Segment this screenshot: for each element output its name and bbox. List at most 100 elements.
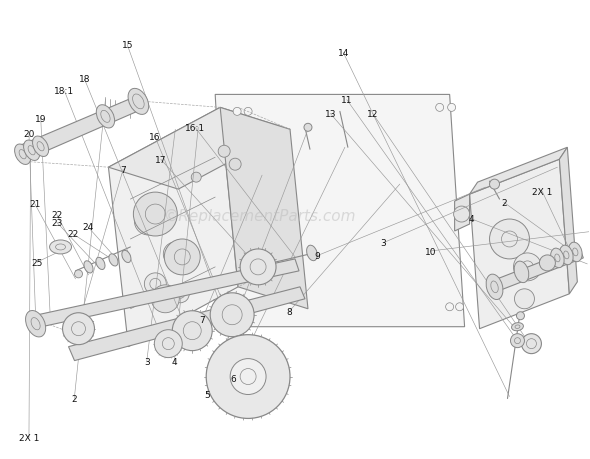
- Polygon shape: [490, 247, 584, 293]
- Circle shape: [490, 180, 500, 190]
- Text: ©ReplacementParts.com: ©ReplacementParts.com: [163, 208, 356, 223]
- Circle shape: [233, 108, 241, 116]
- Polygon shape: [109, 108, 238, 347]
- Circle shape: [164, 240, 200, 275]
- Text: 25: 25: [31, 258, 43, 267]
- Ellipse shape: [24, 141, 40, 161]
- Ellipse shape: [512, 323, 523, 331]
- Polygon shape: [470, 148, 568, 195]
- Text: 22: 22: [51, 210, 62, 219]
- Circle shape: [229, 159, 241, 171]
- Circle shape: [172, 311, 212, 351]
- Ellipse shape: [96, 106, 114, 129]
- Text: 2: 2: [71, 394, 77, 403]
- Text: 9: 9: [314, 252, 320, 261]
- Circle shape: [539, 255, 555, 271]
- Circle shape: [445, 303, 454, 311]
- Circle shape: [206, 335, 290, 419]
- Text: 4: 4: [469, 215, 474, 224]
- Circle shape: [522, 334, 542, 354]
- Text: 3: 3: [144, 358, 149, 367]
- Circle shape: [514, 289, 535, 309]
- Ellipse shape: [128, 89, 149, 115]
- Text: 16: 16: [149, 133, 160, 141]
- Circle shape: [448, 104, 455, 112]
- Polygon shape: [455, 195, 470, 231]
- Ellipse shape: [25, 311, 45, 337]
- Text: 15: 15: [122, 41, 133, 50]
- Text: 7: 7: [199, 316, 205, 325]
- Ellipse shape: [514, 262, 529, 283]
- Text: 16:1: 16:1: [185, 123, 205, 132]
- Text: 21: 21: [29, 200, 41, 209]
- Circle shape: [304, 124, 312, 132]
- Text: 2X 1: 2X 1: [532, 187, 552, 196]
- Ellipse shape: [550, 249, 564, 268]
- Text: 11: 11: [341, 96, 353, 105]
- Ellipse shape: [50, 241, 71, 254]
- Text: 8: 8: [286, 308, 292, 316]
- Circle shape: [510, 334, 525, 348]
- Text: 5: 5: [204, 390, 209, 399]
- Ellipse shape: [569, 243, 582, 262]
- Circle shape: [218, 146, 230, 158]
- Circle shape: [230, 359, 266, 395]
- Circle shape: [63, 313, 94, 345]
- Text: 14: 14: [337, 49, 349, 58]
- Circle shape: [152, 285, 179, 313]
- Polygon shape: [559, 148, 578, 294]
- Polygon shape: [16, 95, 146, 162]
- Circle shape: [435, 104, 444, 112]
- Text: 18: 18: [78, 75, 90, 84]
- Circle shape: [163, 242, 187, 266]
- Ellipse shape: [96, 257, 105, 270]
- Polygon shape: [215, 95, 464, 327]
- Text: 18:1: 18:1: [54, 87, 74, 96]
- Ellipse shape: [559, 246, 573, 265]
- Ellipse shape: [307, 246, 317, 261]
- Text: 7: 7: [120, 166, 126, 174]
- Ellipse shape: [84, 261, 93, 274]
- Circle shape: [244, 108, 252, 116]
- Text: 23: 23: [51, 218, 63, 227]
- Polygon shape: [29, 259, 299, 329]
- Circle shape: [191, 173, 201, 183]
- Circle shape: [516, 312, 525, 320]
- Circle shape: [234, 313, 242, 321]
- Polygon shape: [109, 108, 290, 190]
- Circle shape: [145, 273, 166, 295]
- Text: 6: 6: [230, 374, 236, 383]
- Polygon shape: [68, 287, 305, 361]
- Ellipse shape: [486, 274, 503, 300]
- Circle shape: [210, 293, 254, 337]
- Text: 20: 20: [23, 130, 35, 139]
- Circle shape: [513, 253, 542, 281]
- Circle shape: [224, 313, 232, 321]
- Text: 17: 17: [155, 156, 166, 164]
- Text: 2: 2: [501, 198, 507, 207]
- Text: 2X 1: 2X 1: [19, 433, 39, 442]
- Text: 4: 4: [172, 358, 177, 367]
- Circle shape: [490, 219, 529, 259]
- Text: 12: 12: [367, 110, 378, 119]
- Text: 19: 19: [35, 114, 47, 123]
- Ellipse shape: [15, 145, 31, 165]
- Circle shape: [74, 270, 83, 278]
- Circle shape: [155, 330, 182, 358]
- Text: 3: 3: [381, 239, 386, 248]
- Text: 13: 13: [324, 110, 336, 119]
- Text: 22: 22: [67, 230, 78, 239]
- Circle shape: [171, 285, 189, 303]
- Ellipse shape: [109, 254, 118, 266]
- Circle shape: [455, 303, 464, 311]
- Circle shape: [135, 207, 162, 235]
- Circle shape: [133, 193, 177, 236]
- Circle shape: [240, 249, 276, 285]
- Ellipse shape: [32, 137, 48, 157]
- Text: 24: 24: [82, 223, 93, 232]
- Text: 10: 10: [425, 247, 436, 256]
- Ellipse shape: [122, 251, 131, 263]
- Polygon shape: [470, 160, 569, 329]
- Polygon shape: [220, 108, 308, 309]
- Circle shape: [454, 207, 470, 223]
